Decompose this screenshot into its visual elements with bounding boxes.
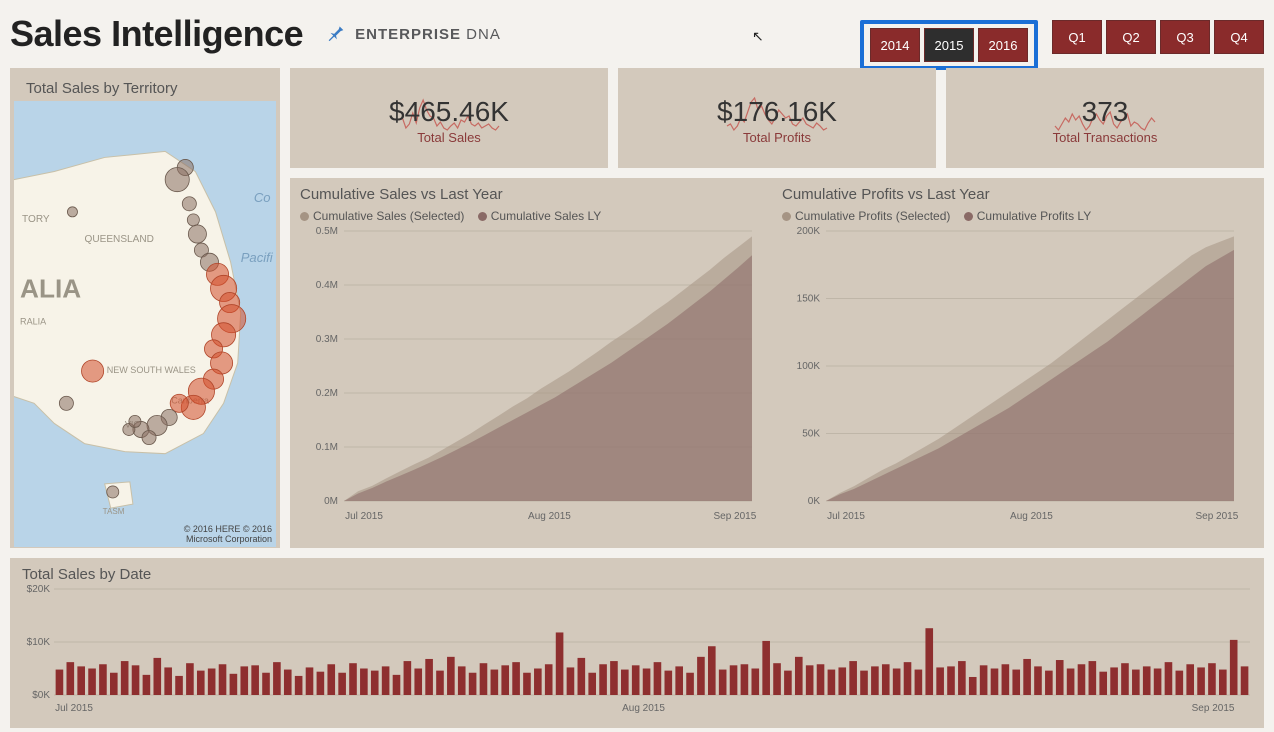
svg-text:Aug 2015: Aug 2015: [528, 511, 571, 522]
kpi-label: Total Transactions: [946, 130, 1264, 145]
kpi-total-sales[interactable]: $465.46K Total Sales: [290, 68, 608, 168]
cumulative-profits-chart[interactable]: Cumulative Profits vs Last Year Cumulati…: [782, 186, 1254, 542]
kpi-total-profits[interactable]: $176.16K Total Profits: [618, 68, 936, 168]
chart-legend: Cumulative Profits (Selected) Cumulative…: [782, 209, 1254, 223]
legend-dot-a-icon: [782, 212, 791, 221]
svg-text:150K: 150K: [797, 294, 821, 305]
svg-text:0K: 0K: [808, 496, 821, 507]
svg-text:ALIA: ALIA: [20, 273, 81, 303]
filter-button-2015[interactable]: 2015: [924, 28, 974, 62]
svg-text:RALIA: RALIA: [20, 317, 47, 327]
svg-text:$10K: $10K: [27, 637, 51, 648]
svg-text:NEW SOUTH WALES: NEW SOUTH WALES: [107, 365, 196, 375]
cumulative-row: Cumulative Sales vs Last Year Cumulative…: [290, 178, 1264, 548]
cumulative-sales-chart[interactable]: Cumulative Sales vs Last Year Cumulative…: [300, 186, 772, 542]
grid-layout: Total Sales by Territory TORY QUEENSLAND A…: [10, 68, 1264, 728]
filter-button-q3[interactable]: Q3: [1160, 20, 1210, 54]
svg-text:$0K: $0K: [32, 690, 50, 701]
svg-text:100K: 100K: [797, 361, 821, 372]
filter-button-2016[interactable]: 2016: [978, 28, 1028, 62]
svg-text:Co: Co: [254, 190, 271, 205]
logo-text: ENTERPRISE DNA: [355, 26, 501, 43]
logo: ENTERPRISE DNA: [325, 21, 501, 48]
territory-map[interactable]: TORY QUEENSLAND ALIA RALIA NEW SOUTH WALES Pa…: [14, 101, 276, 547]
bar-chart[interactable]: $20K $10K $0K Jul 2015 Aug 2015 Sep 2015: [20, 585, 1254, 715]
chart-legend: Cumulative Sales (Selected) Cumulative S…: [300, 209, 772, 223]
daily-sales-panel: Total Sales by Date $20K $10K $0K Jul 2015 A…: [10, 558, 1264, 728]
legend-label: Cumulative Profits (Selected): [795, 209, 950, 223]
svg-text:Aug 2015: Aug 2015: [1010, 511, 1053, 522]
svg-text:Aug 2015: Aug 2015: [622, 703, 665, 714]
filter-button-q2[interactable]: Q2: [1106, 20, 1156, 54]
legend-dot-b-icon: [964, 212, 973, 221]
svg-text:QUEENSLAND: QUEENSLAND: [85, 234, 154, 245]
quarter-filter-row: Q1Q2Q3Q4: [1052, 20, 1264, 70]
chart-title: Total Sales by Date: [20, 562, 1254, 585]
legend-label: Cumulative Sales LY: [491, 209, 602, 223]
pushpin-icon: [325, 21, 347, 48]
svg-text:Pacifi: Pacifi: [241, 250, 274, 265]
header: Sales Intelligence ENTERPRISE DNA ↖ 2014…: [10, 10, 1264, 58]
filter-button-q1[interactable]: Q1: [1052, 20, 1102, 54]
svg-text:0.4M: 0.4M: [316, 280, 338, 291]
svg-text:50K: 50K: [802, 429, 820, 440]
kpi-total-transactions[interactable]: 373 Total Transactions: [946, 68, 1264, 168]
year-filter-highlight: 201420152016: [860, 20, 1038, 70]
svg-text:$20K: $20K: [27, 585, 51, 595]
kpi-row: $465.46K Total Sales $176.16K Total Prof…: [290, 68, 1264, 168]
svg-text:Jul 2015: Jul 2015: [827, 511, 865, 522]
chart-title: Cumulative Profits vs Last Year: [782, 186, 1254, 203]
legend-dot-a-icon: [300, 212, 309, 221]
kpi-value: $465.46K: [290, 68, 608, 128]
map-attribution: © 2016 HERE © 2016Microsoft Corporation: [184, 525, 272, 545]
kpi-value: $176.16K: [618, 68, 936, 128]
legend-label: Cumulative Profits LY: [977, 209, 1092, 223]
filter-bar: 201420152016 Q1Q2Q3Q4: [860, 20, 1264, 70]
svg-text:0.1M: 0.1M: [316, 442, 338, 453]
map-panel: Total Sales by Territory TORY QUEENSLAND A…: [10, 68, 280, 548]
svg-text:0.2M: 0.2M: [316, 388, 338, 399]
mouse-cursor-icon: ↖: [752, 28, 764, 45]
chart-title: Cumulative Sales vs Last Year: [300, 186, 772, 203]
svg-text:TASM: TASM: [103, 507, 125, 516]
svg-text:0M: 0M: [324, 496, 338, 507]
svg-text:200K: 200K: [797, 226, 821, 237]
kpi-value: 373: [946, 68, 1264, 128]
legend-label: Cumulative Sales (Selected): [313, 209, 464, 223]
svg-text:Sep 2015: Sep 2015: [1195, 511, 1238, 522]
page-title: Sales Intelligence: [10, 13, 303, 55]
svg-text:Sep 2015: Sep 2015: [1192, 703, 1235, 714]
filter-button-2014[interactable]: 2014: [870, 28, 920, 62]
svg-text:TORY: TORY: [22, 214, 50, 225]
dashboard-page: Sales Intelligence ENTERPRISE DNA ↖ 2014…: [0, 0, 1274, 732]
map-title: Total Sales by Territory: [14, 72, 276, 101]
svg-text:Jul 2015: Jul 2015: [55, 703, 93, 714]
area-chart: 200K 150K 100K 50K 0K Jul 2015 Aug 2015 Sep 201…: [782, 225, 1242, 525]
area-chart: 0.5M 0.4M 0.3M 0.2M 0.1M 0M Jul 2015 Aug 2015 Se…: [300, 225, 760, 525]
kpi-label: Total Profits: [618, 130, 936, 145]
year-filter-row: 201420152016: [870, 28, 1028, 62]
svg-text:Jul 2015: Jul 2015: [345, 511, 383, 522]
svg-text:0.3M: 0.3M: [316, 334, 338, 345]
kpi-label: Total Sales: [290, 130, 608, 145]
svg-text:0.5M: 0.5M: [316, 226, 338, 237]
filter-button-q4[interactable]: Q4: [1214, 20, 1264, 54]
legend-dot-b-icon: [478, 212, 487, 221]
svg-text:Sep 2015: Sep 2015: [713, 511, 756, 522]
